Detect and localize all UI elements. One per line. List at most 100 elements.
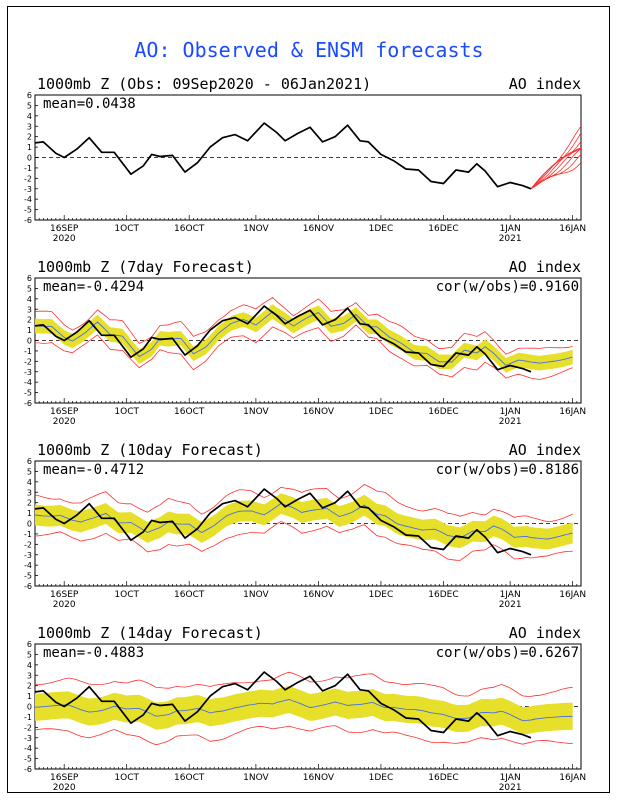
x-tick-year: 2021 [499,417,522,427]
x-tick-label: 1NOV [243,773,269,783]
x-tick-label: 16NOV [303,407,335,417]
x-tick-label: 1JAN [500,407,521,417]
x-tick-year: 2021 [499,234,522,244]
figure-frame [7,6,610,793]
panel-title: 1000mb Z (10day Forecast) [37,441,263,459]
y-tick-label: 3 [27,305,32,314]
x-tick-label: 1NOV [243,407,269,417]
ensemble-mean-line [35,311,573,366]
panel-3: 1000mb Z (10day Forecast) AO index 65 43 21 0… [24,441,586,610]
x-tick-label: 16JAN [559,224,586,234]
x-tick-label: 1NOV [243,224,269,234]
x-tick-label: 1DEC [369,407,394,417]
plot-content [35,122,581,190]
y-tick-label: 0 [27,520,32,529]
x-tick-label: 16DEC [428,407,458,417]
panel-1: 1000mb Z (Obs: 09Sep2020 - 06Jan2021) AO … [24,75,586,244]
ensemble-mean-line [35,699,573,722]
x-tick-label: 1OCT [114,773,139,783]
x-tick-label: 16OCT [174,590,205,600]
y-tick-label: 5 [27,284,32,293]
x-tick-label: 16OCT [174,224,205,234]
y-tick-label: -5 [24,572,32,581]
x-tick-label: 1JAN [500,773,521,783]
y-tick-label: -5 [24,755,32,764]
x-tick-label: 1JAN [500,224,521,234]
y-tick-label: -4 [24,378,32,387]
page-title: AO: Observed & ENSM forecasts [134,38,484,62]
panel-index-label: AO index [509,258,581,276]
x-tick-year: 2020 [53,600,76,610]
y-tick-label: -2 [24,540,32,549]
x-tick-label: 16SEP [50,224,79,234]
panel-title: 1000mb Z (Obs: 09Sep2020 - 06Jan2021) [37,75,371,93]
ensemble-min-line [35,725,573,746]
x-tick-label: 1DEC [369,590,394,600]
x-tick-label: 16JAN [559,773,586,783]
forecast-member-line [530,125,581,190]
x-tick-label: 1DEC [369,773,394,783]
y-tick-label: -6 [24,399,32,408]
y-tick-label: -2 [24,357,32,366]
x-tick-label: 16OCT [174,773,205,783]
y-tick-label: 1 [27,509,32,518]
y-tick-label: 2 [27,316,32,325]
y-tick-label: -2 [24,174,32,183]
y-tick-label: -6 [24,765,32,774]
panel-4: 1000mb Z (14day Forecast) AO index 65 43 21 0… [24,624,586,793]
y-tick-label: 4 [27,112,32,121]
x-tick-label: 1NOV [243,590,269,600]
x-tick-label: 16JAN [559,407,586,417]
x-tick-label: 1JAN [500,590,521,600]
x-tick-label: 1OCT [114,590,139,600]
y-tick-label: 2 [27,499,32,508]
y-tick-label: 3 [27,671,32,680]
x-tick-label: 16JAN [559,590,586,600]
plot-content [35,484,573,561]
y-tick-label: -3 [24,368,32,377]
x-tick-label: 16SEP [50,407,79,417]
x-tick-label: 16DEC [428,590,458,600]
y-tick-label: 4 [27,478,32,487]
x-tick-label: 1OCT [114,407,139,417]
ensemble-min-line [35,520,573,561]
forecast-member-line [530,132,581,190]
y-tick-label: 1 [27,143,32,152]
plot-content [35,296,573,380]
y-tick-label: -6 [24,582,32,591]
x-tick-year: 2020 [53,783,76,793]
x-tick-label: 16SEP [50,590,79,600]
x-tick-year: 2020 [53,234,76,244]
mean-label: mean=-0.4883 [43,645,144,661]
y-tick-label: 6 [27,274,32,283]
x-tick-label: 16NOV [303,773,335,783]
panel-title: 1000mb Z (14day Forecast) [37,624,263,642]
mean-label: mean=0.0438 [43,96,136,112]
x-tick-label: 16SEP [50,773,79,783]
ensemble-max-line [35,296,573,355]
correlation-label: cor(w/obs)=0.9160 [436,279,579,295]
x-tick-label: 16OCT [174,407,205,417]
x-tick-label: 16NOV [303,224,335,234]
y-tick-label: -1 [24,713,32,722]
mean-label: mean=-0.4712 [43,462,144,478]
x-tick-year: 2021 [499,783,522,793]
y-tick-label: 0 [27,337,32,346]
y-tick-label: 1 [27,326,32,335]
ensemble-max-line [35,484,573,523]
y-tick-label: 1 [27,692,32,701]
y-tick-label: 5 [27,467,32,476]
panel-index-label: AO index [509,441,581,459]
y-tick-label: -3 [24,185,32,194]
ensemble-min-line [35,324,573,380]
ensemble-spread [35,304,573,373]
y-tick-label: 6 [27,640,32,649]
y-tick-label: 0 [27,154,32,163]
y-tick-label: 2 [27,133,32,142]
observed-line [35,305,532,373]
y-tick-label: 6 [27,91,32,100]
observed-line [35,488,532,556]
y-tick-label: -5 [24,206,32,215]
x-tick-label: 1OCT [114,224,139,234]
